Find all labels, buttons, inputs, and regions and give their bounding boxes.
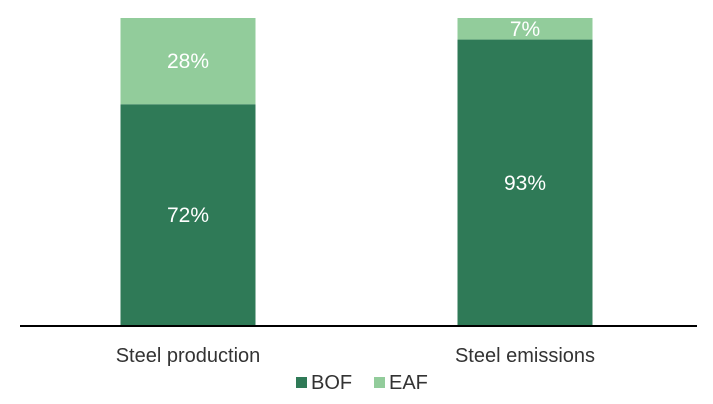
- legend-label-bof: BOF: [311, 372, 352, 394]
- data-label-eaf-1: 28%: [167, 50, 209, 73]
- data-label-bof-1: 72%: [167, 204, 209, 227]
- legend: BOF EAF: [296, 372, 428, 394]
- data-label-eaf-2: 7%: [510, 18, 540, 41]
- legend-label-eaf: EAF: [389, 372, 428, 394]
- category-labels-layer: Steel production Steel emissions: [116, 345, 595, 367]
- segment-labels-layer: 72% 28% 93% 7%: [167, 18, 546, 227]
- category-label-1: Steel production: [116, 345, 261, 367]
- data-label-bof-2: 93%: [504, 172, 546, 195]
- bar-segment-bof-1: [120, 104, 256, 327]
- category-label-2: Steel emissions: [455, 345, 595, 367]
- bar-segment-bof-2: [457, 39, 593, 327]
- legend-swatch-eaf: [374, 377, 385, 388]
- bars-layer: [120, 18, 593, 327]
- bar-segment-eaf-1: [120, 18, 256, 105]
- bar-segment-eaf-2: [457, 18, 593, 40]
- legend-swatch-bof: [296, 377, 307, 388]
